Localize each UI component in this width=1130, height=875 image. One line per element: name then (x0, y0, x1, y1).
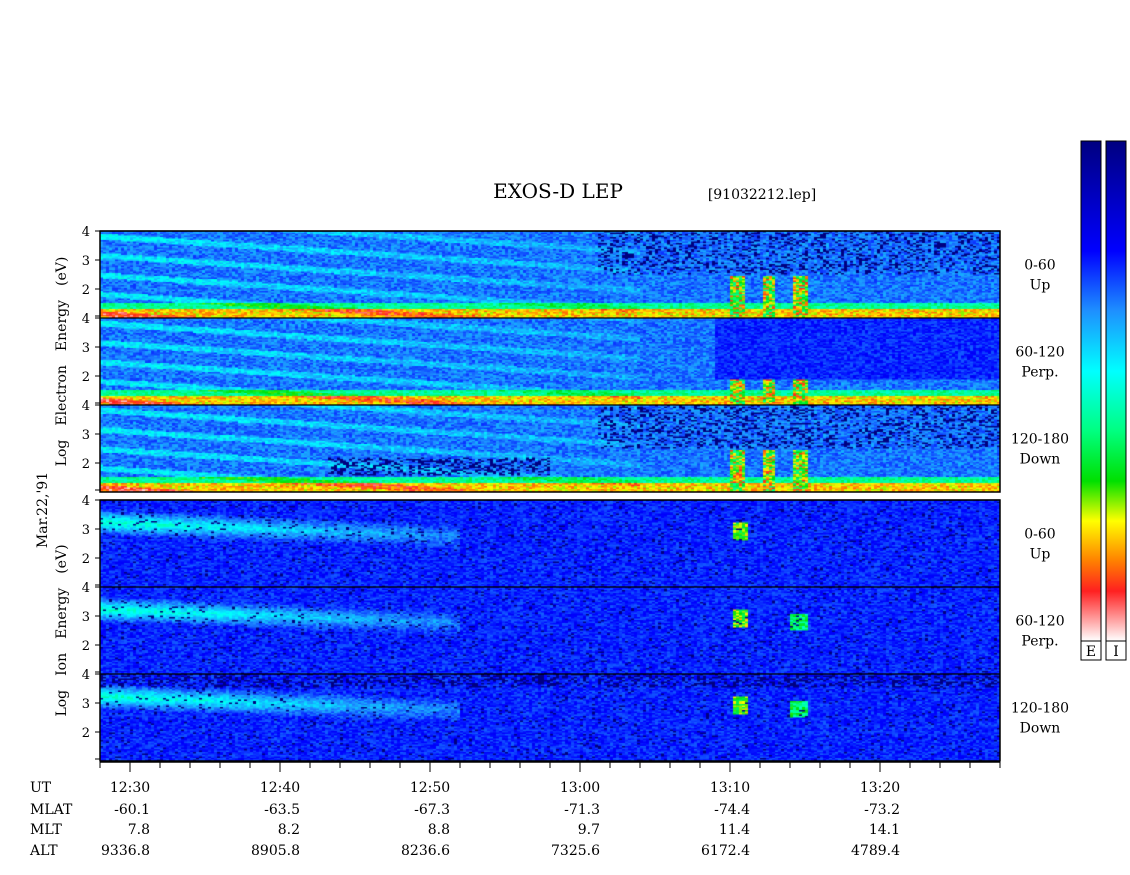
direction-label: Down (1020, 721, 1061, 737)
y-axis-label-part: (eV) (54, 257, 70, 286)
y-tick-label: 4 (82, 312, 90, 327)
ephemeris-value-alt: 9336.8 (101, 843, 150, 859)
y-tick-label: 3 (82, 610, 90, 625)
direction-label: Down (1020, 452, 1061, 468)
spectrogram-canvas (100, 674, 1000, 761)
direction-label: Perp. (1021, 365, 1058, 381)
y-axis-label: Log Electron Energy (eV) (54, 257, 70, 467)
y-tick-label: 2 (82, 726, 90, 741)
colorbar (1105, 140, 1127, 642)
direction-label: Perp. (1021, 634, 1058, 650)
y-tick-label: 4 (82, 581, 90, 596)
ephemeris-row-label: UT (30, 780, 52, 796)
pitch-angle-label: 0-60 (1024, 527, 1055, 543)
ephemeris-value-ut: 12:40 (260, 780, 300, 796)
pitch-angle-label: 120-180 (1011, 432, 1069, 448)
chart-title: EXOS-D LEP (493, 179, 623, 203)
ephemeris-value-ut: 13:00 (560, 780, 600, 796)
ephemeris-value-alt: 6172.4 (701, 843, 750, 859)
ephemeris-value-mlat: -63.5 (264, 802, 300, 818)
ephemeris-row-label: ALT (29, 843, 58, 859)
ephemeris-value-ut: 12:30 (110, 780, 150, 796)
y-tick-label: 4 (82, 494, 90, 509)
spectrogram-canvas (100, 587, 1000, 674)
spectrogram-panel-electron-0 (100, 231, 1000, 318)
ephemeris-value-ut: 13:10 (710, 780, 750, 796)
axis-layer: 4 3 2 0-60 Up 4 3 2 60-120 Perp. 4 3 2 120-180 Down Log… (54, 225, 1069, 772)
ephemeris-value-ut: 13:20 (860, 780, 900, 796)
spectrogram-panel-ion-0 (100, 500, 1000, 587)
spectrogram-canvas (100, 500, 1000, 587)
y-tick-label: 2 (82, 283, 90, 298)
y-tick-label: 3 (82, 341, 90, 356)
ephemeris-value-mlt: 8.2 (278, 822, 300, 838)
ephemeris-value-alt: 7325.6 (551, 843, 600, 859)
y-tick-label: 4 (82, 225, 90, 240)
file-label: [91032212.lep] (708, 187, 816, 203)
ephemeris-value-alt: 8236.6 (401, 843, 450, 859)
ephemeris-value-ut: 12:50 (410, 780, 450, 796)
ephemeris-value-alt: 8905.8 (251, 843, 300, 859)
spectrogram-canvas (100, 231, 1000, 318)
ephemeris-value-alt: 4789.4 (851, 843, 900, 859)
colorbar-label-box (1105, 640, 1127, 661)
y-axis-label: Log Ion Energy (eV) (54, 544, 70, 716)
y-axis-label-part: Energy (54, 300, 70, 351)
ephemeris-value-mlat: -71.3 (564, 802, 600, 818)
colorbar-label: E (1086, 644, 1096, 660)
y-tick-label: 4 (82, 668, 90, 683)
direction-label: Up (1030, 278, 1051, 294)
spectrogram-canvas (100, 318, 1000, 405)
colorbar-label: I (1113, 644, 1119, 660)
pitch-angle-label: 60-120 (1015, 345, 1064, 361)
pitch-angle-label: 120-180 (1011, 701, 1069, 717)
y-axis-label-part: (eV) (54, 544, 70, 573)
pitch-angle-label: 60-120 (1015, 614, 1064, 630)
ephemeris-table: UT MLAT MLT ALT 12:30 -60.1 7.8 9336.8 12:40 -63.… (29, 780, 900, 859)
y-tick-label: 2 (82, 370, 90, 385)
colorbar-label-box (1080, 640, 1102, 661)
y-axis-label-part: Ion (54, 653, 70, 676)
ephemeris-value-mlat: -74.4 (714, 802, 750, 818)
ephemeris-value-mlat: -73.2 (864, 802, 900, 818)
ephemeris-row-label: MLAT (30, 802, 73, 818)
ephemeris-value-mlt: 11.4 (719, 822, 750, 838)
y-axis-label-part: Log (54, 690, 70, 717)
ephemeris-value-mlt: 14.1 (869, 822, 900, 838)
y-tick-label: 3 (82, 523, 90, 538)
spectrogram-panel-ion-1 (100, 587, 1000, 674)
y-tick-label: 2 (82, 639, 90, 654)
ephemeris-value-mlt: 9.7 (578, 822, 600, 838)
panel-group-frame (99, 230, 1001, 493)
y-axis-label-part: Log (54, 440, 70, 467)
spectrogram-canvas (100, 405, 1000, 492)
date-label: Mar.22,'91 (35, 472, 51, 548)
y-tick-label: 4 (82, 399, 90, 414)
spectrogram-panel-electron-1 (100, 318, 1000, 405)
spectrogram-panel-ion-2 (100, 674, 1000, 761)
ephemeris-value-mlt: 8.8 (428, 822, 450, 838)
colorbar (1080, 140, 1102, 642)
y-tick-label: 3 (82, 697, 90, 712)
y-tick-label: 3 (82, 254, 90, 269)
y-tick-label: 3 (82, 428, 90, 443)
spectrogram-panel-electron-2 (100, 405, 1000, 492)
y-axis-label-part: Electron (54, 365, 70, 426)
panel-group-frame (99, 499, 1001, 762)
y-axis-label-part: Energy (54, 588, 70, 639)
y-tick-label: 2 (82, 552, 90, 567)
direction-label: Up (1030, 547, 1051, 563)
pitch-angle-label: 0-60 (1024, 258, 1055, 274)
ephemeris-value-mlat: -67.3 (414, 802, 450, 818)
ephemeris-row-label: MLT (30, 822, 62, 838)
panels-layer (100, 231, 1000, 761)
ephemeris-value-mlt: 7.8 (128, 822, 150, 838)
ephemeris-value-mlat: -60.1 (114, 802, 150, 818)
y-tick-label: 2 (82, 457, 90, 472)
